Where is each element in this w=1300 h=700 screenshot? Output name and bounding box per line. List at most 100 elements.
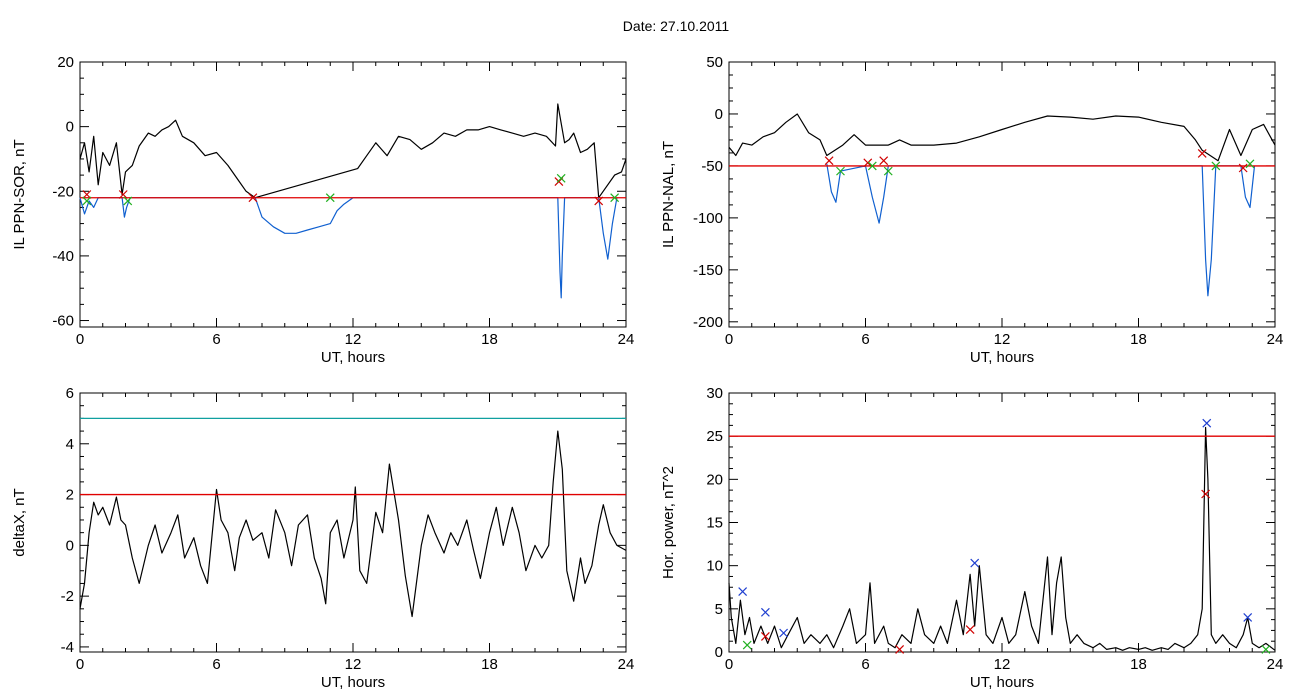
y-tick-label: -4 xyxy=(61,639,74,656)
marker-stroke xyxy=(965,625,975,634)
marker xyxy=(1238,163,1248,173)
marker xyxy=(123,196,133,206)
x-tick-label: 0 xyxy=(725,331,733,348)
x-tick-label: 6 xyxy=(212,331,220,348)
x-tick-label: 12 xyxy=(345,656,362,673)
y-tick-label: 0 xyxy=(66,537,74,554)
marker-stroke xyxy=(1245,159,1255,169)
x-tick-label: 6 xyxy=(861,656,869,673)
series-line-0 xyxy=(728,113,1276,162)
x-axis-label: UT, hours xyxy=(970,349,1034,366)
marker-stroke xyxy=(1197,149,1207,158)
marker-stroke xyxy=(248,193,258,203)
marker xyxy=(1202,418,1212,428)
marker xyxy=(1243,613,1253,622)
marker xyxy=(738,587,748,596)
y-tick-label: 4 xyxy=(66,436,74,453)
y-axis-label: Hor. power, nT^2 xyxy=(660,466,677,579)
y-tick-label: -20 xyxy=(52,183,74,200)
chart-sor: 0 6 12 18 24 -60 -40 -20 0 20 UT, hours IL PPN-SOR,… xyxy=(11,54,634,366)
marker xyxy=(610,193,620,203)
y-tick-label: 25 xyxy=(706,428,723,445)
marker-stroke xyxy=(610,193,620,203)
marker-stroke xyxy=(325,193,335,203)
x-tick-label: 18 xyxy=(1130,331,1147,348)
x-tick-label: 12 xyxy=(994,331,1011,348)
y-tick-label: 0 xyxy=(715,644,723,661)
y-tick-label: 2 xyxy=(66,487,74,504)
marker-stroke xyxy=(1261,644,1271,654)
marker-stroke xyxy=(883,166,893,176)
marker xyxy=(824,156,834,166)
x-tick-label: 18 xyxy=(481,331,498,348)
marker xyxy=(248,193,258,203)
marker-stroke xyxy=(836,166,845,176)
marker xyxy=(970,558,980,568)
x-axis-label: UT, hours xyxy=(321,674,385,691)
x-tick-label: 18 xyxy=(1130,656,1147,673)
y-axis-label: IL PPN-SOR, nT xyxy=(11,139,28,249)
marker-stroke xyxy=(863,158,873,168)
marker-stroke xyxy=(1243,613,1253,622)
marker-stroke xyxy=(118,190,128,199)
x-tick-label: 0 xyxy=(725,656,733,673)
marker xyxy=(118,190,128,199)
marker xyxy=(594,196,604,206)
marker xyxy=(760,607,770,617)
marker-stroke xyxy=(779,628,789,638)
marker-stroke xyxy=(970,558,980,568)
x-tick-label: 0 xyxy=(76,331,84,348)
x-tick-label: 24 xyxy=(1267,331,1284,348)
marker-stroke xyxy=(1211,161,1221,171)
marker-stroke xyxy=(82,190,92,199)
marker xyxy=(879,156,889,166)
y-tick-label: 15 xyxy=(706,515,723,532)
series-line-0 xyxy=(79,430,627,618)
marker-stroke xyxy=(824,156,834,166)
chart-nal: 0 6 12 18 24 -200 -150 -100 -50 0 50 UT, hours IL PP… xyxy=(660,54,1283,366)
marker-stroke xyxy=(738,587,748,596)
marker xyxy=(325,193,335,203)
x-tick-label: 24 xyxy=(618,656,635,673)
marker xyxy=(742,640,752,650)
series-line-1 xyxy=(79,197,618,299)
marker-stroke xyxy=(556,173,566,183)
marker xyxy=(1211,161,1221,171)
marker xyxy=(867,161,877,171)
plot-frame xyxy=(79,61,627,328)
marker xyxy=(965,625,975,634)
y-tick-label: -200 xyxy=(693,314,723,331)
marker-stroke xyxy=(895,644,905,654)
series-line-0 xyxy=(79,103,627,199)
page-title: Date: 27.10.2011 xyxy=(622,18,730,34)
y-axis-label: IL PPN-NAL, nT xyxy=(660,141,677,248)
y-tick-label: 30 xyxy=(706,385,723,402)
marker-stroke xyxy=(82,196,92,206)
y-tick-label: 20 xyxy=(706,471,723,488)
marker xyxy=(1197,149,1207,158)
marker xyxy=(836,166,845,176)
marker xyxy=(760,632,770,641)
x-tick-label: 12 xyxy=(994,656,1011,673)
x-tick-label: 12 xyxy=(345,331,362,348)
x-tick-label: 24 xyxy=(618,331,635,348)
x-tick-label: 24 xyxy=(1267,656,1284,673)
y-tick-label: 6 xyxy=(66,385,74,402)
y-tick-label: -40 xyxy=(52,248,74,265)
y-tick-label: -150 xyxy=(693,262,723,279)
marker-stroke xyxy=(1238,163,1248,173)
y-tick-label: 5 xyxy=(715,601,723,618)
marker xyxy=(82,196,92,206)
y-tick-label: 50 xyxy=(706,54,723,71)
marker-stroke xyxy=(867,161,877,171)
marker xyxy=(82,190,92,199)
marker xyxy=(883,166,893,176)
marker xyxy=(1201,489,1211,499)
y-tick-label: -2 xyxy=(61,588,74,605)
marker xyxy=(556,173,566,183)
x-tick-label: 6 xyxy=(861,331,869,348)
plot-frame xyxy=(728,61,1276,328)
marker xyxy=(1245,159,1255,169)
marker-stroke xyxy=(760,607,770,617)
